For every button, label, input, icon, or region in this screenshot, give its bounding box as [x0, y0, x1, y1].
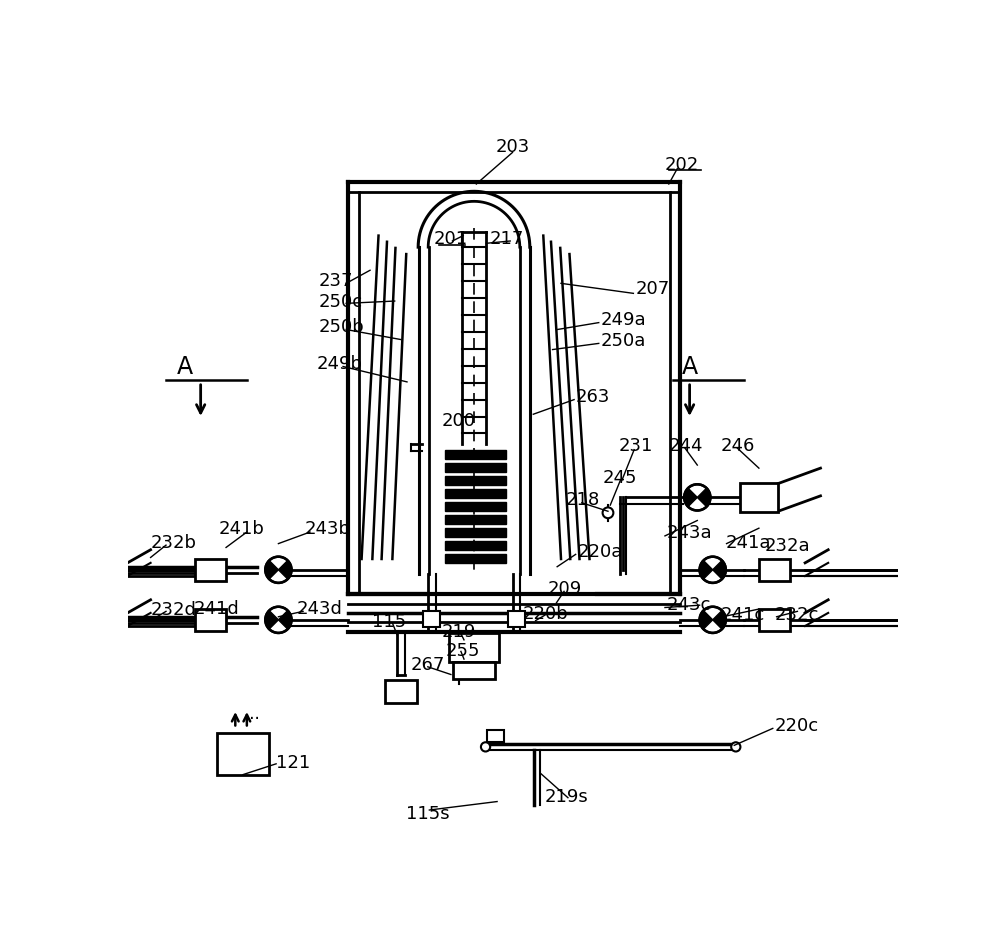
Polygon shape [265, 561, 278, 580]
Polygon shape [700, 561, 713, 580]
Text: 203: 203 [495, 138, 530, 156]
Text: 255: 255 [445, 641, 480, 659]
Text: 244: 244 [668, 436, 703, 455]
Text: A: A [177, 355, 193, 379]
Bar [487, 730, 504, 743]
Text: 263: 263 [576, 387, 610, 405]
Text: 200: 200 [442, 412, 476, 430]
Text: 250c: 250c [318, 293, 363, 311]
Text: 249a: 249a [600, 311, 646, 329]
Text: 219: 219 [441, 622, 476, 640]
Circle shape [700, 557, 726, 583]
Text: 217: 217 [489, 229, 524, 247]
Bar [449, 633, 499, 663]
Polygon shape [697, 489, 710, 507]
Text: 243a: 243a [666, 524, 712, 542]
Text: 115: 115 [372, 612, 406, 630]
Polygon shape [278, 561, 292, 580]
Text: 241b: 241b [219, 519, 264, 538]
Polygon shape [265, 611, 278, 630]
Bar [445, 450, 506, 460]
Text: 245: 245 [603, 468, 638, 486]
Bar [453, 663, 495, 680]
Bar [445, 528, 506, 537]
Text: 243c: 243c [666, 595, 711, 613]
Text: 246: 246 [721, 436, 755, 455]
Bar [445, 541, 506, 550]
Polygon shape [700, 611, 713, 630]
Circle shape [684, 485, 710, 511]
Text: 243b: 243b [305, 519, 351, 538]
Bar [508, 612, 525, 627]
Text: 220a: 220a [577, 543, 623, 561]
Text: 231: 231 [619, 436, 653, 455]
Bar [423, 612, 440, 627]
Text: 241c: 241c [720, 606, 765, 624]
Circle shape [481, 743, 490, 751]
Text: 249b: 249b [316, 354, 362, 372]
Bar [445, 476, 506, 485]
Text: A: A [682, 355, 698, 379]
Text: 220c: 220c [774, 716, 818, 733]
Text: 243d: 243d [297, 598, 343, 616]
Bar [445, 554, 506, 564]
Text: 220b: 220b [523, 604, 568, 622]
Text: 250a: 250a [600, 331, 646, 349]
Bar [445, 502, 506, 512]
Text: ...: ... [244, 704, 260, 722]
Text: 232c: 232c [774, 606, 819, 624]
Text: 232a: 232a [764, 536, 810, 554]
Circle shape [265, 607, 292, 633]
Text: 232b: 232b [151, 533, 197, 551]
Bar [385, 681, 417, 703]
Text: 232d: 232d [151, 600, 196, 618]
Bar [217, 733, 269, 775]
Bar [740, 483, 778, 513]
Text: 207: 207 [636, 279, 670, 297]
Circle shape [603, 508, 613, 518]
Text: 209: 209 [548, 580, 582, 598]
Circle shape [265, 557, 292, 583]
Circle shape [700, 607, 726, 633]
Bar [759, 610, 790, 631]
Bar [759, 560, 790, 581]
Bar [445, 515, 506, 525]
Text: 202: 202 [665, 156, 699, 174]
Text: 237: 237 [318, 272, 353, 290]
Polygon shape [713, 561, 726, 580]
Text: 121: 121 [276, 752, 310, 770]
Text: 250b: 250b [318, 318, 364, 336]
Text: 241d: 241d [193, 598, 239, 616]
Bar [445, 464, 506, 473]
Bar [195, 610, 226, 631]
Polygon shape [713, 611, 726, 630]
Polygon shape [684, 489, 697, 507]
Circle shape [731, 743, 740, 751]
Text: 115s: 115s [406, 804, 450, 822]
Text: 241a: 241a [726, 533, 771, 551]
Text: 201: 201 [434, 229, 468, 247]
Bar [195, 560, 226, 581]
Text: 219s: 219s [545, 787, 588, 805]
Polygon shape [278, 611, 292, 630]
Text: 218: 218 [565, 491, 600, 509]
Bar [445, 489, 506, 498]
Text: 267: 267 [411, 656, 445, 674]
